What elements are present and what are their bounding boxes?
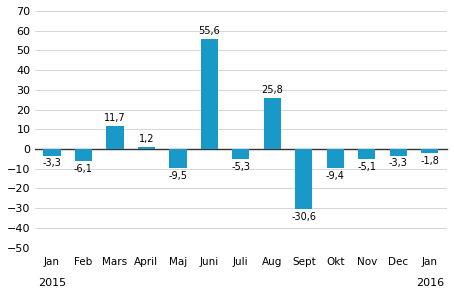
Text: Nov: Nov bbox=[357, 257, 377, 267]
Bar bbox=[43, 149, 60, 156]
Text: Sept: Sept bbox=[292, 257, 316, 267]
Bar bbox=[106, 126, 123, 149]
Text: Feb: Feb bbox=[74, 257, 93, 267]
Text: -6,1: -6,1 bbox=[74, 164, 93, 174]
Text: Okt: Okt bbox=[326, 257, 345, 267]
Text: Maj: Maj bbox=[169, 257, 187, 267]
Bar bbox=[264, 98, 281, 149]
Bar bbox=[201, 39, 218, 149]
Text: Mars: Mars bbox=[102, 257, 128, 267]
Text: -1,8: -1,8 bbox=[420, 156, 439, 165]
Bar bbox=[326, 149, 344, 168]
Bar bbox=[295, 149, 312, 209]
Text: -3,3: -3,3 bbox=[389, 159, 408, 169]
Text: 2016: 2016 bbox=[416, 278, 444, 288]
Text: Juni: Juni bbox=[200, 257, 219, 267]
Text: -3,3: -3,3 bbox=[43, 159, 61, 169]
Text: 55,6: 55,6 bbox=[198, 26, 220, 36]
Bar bbox=[358, 149, 375, 159]
Text: 11,7: 11,7 bbox=[104, 113, 126, 123]
Bar bbox=[169, 149, 187, 168]
Text: Jan: Jan bbox=[422, 257, 438, 267]
Bar bbox=[138, 147, 155, 149]
Text: April: April bbox=[134, 257, 158, 267]
Text: -9,4: -9,4 bbox=[326, 171, 345, 181]
Text: Jan: Jan bbox=[44, 257, 60, 267]
Bar bbox=[75, 149, 92, 161]
Text: -9,5: -9,5 bbox=[168, 171, 188, 181]
Text: 1,2: 1,2 bbox=[138, 134, 154, 144]
Bar bbox=[421, 149, 439, 153]
Text: Dec: Dec bbox=[388, 257, 408, 267]
Text: Aug: Aug bbox=[262, 257, 282, 267]
Text: Juli: Juli bbox=[233, 257, 249, 267]
Bar bbox=[232, 149, 250, 159]
Text: -5,3: -5,3 bbox=[232, 162, 250, 172]
Text: -5,1: -5,1 bbox=[357, 162, 376, 172]
Text: -30,6: -30,6 bbox=[291, 212, 316, 222]
Text: 25,8: 25,8 bbox=[262, 85, 283, 95]
Bar bbox=[390, 149, 407, 156]
Text: 2015: 2015 bbox=[38, 278, 66, 288]
